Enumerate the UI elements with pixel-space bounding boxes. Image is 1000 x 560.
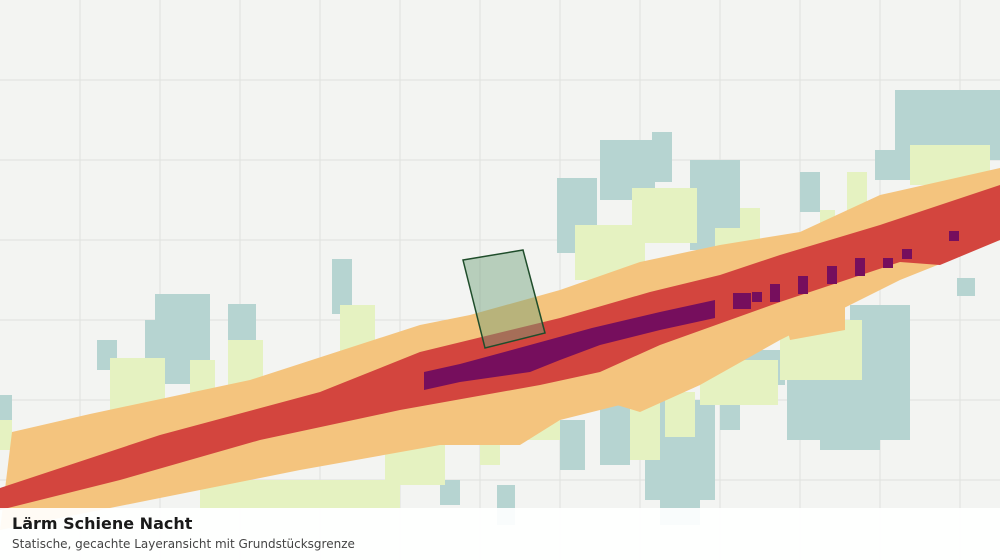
parcel-boundary[interactable]: [462, 249, 546, 349]
noise-high-zone: [0, 185, 1000, 510]
noise-very-high-zone: [424, 231, 959, 390]
map-subtitle: Statische, gecachte Layeransicht mit Gru…: [12, 537, 355, 551]
caption-bar: Lärm Schiene Nacht Statische, gecachte L…: [0, 508, 1000, 560]
map-title: Lärm Schiene Nacht: [12, 514, 193, 533]
noise-medium-zone: [780, 292, 845, 340]
